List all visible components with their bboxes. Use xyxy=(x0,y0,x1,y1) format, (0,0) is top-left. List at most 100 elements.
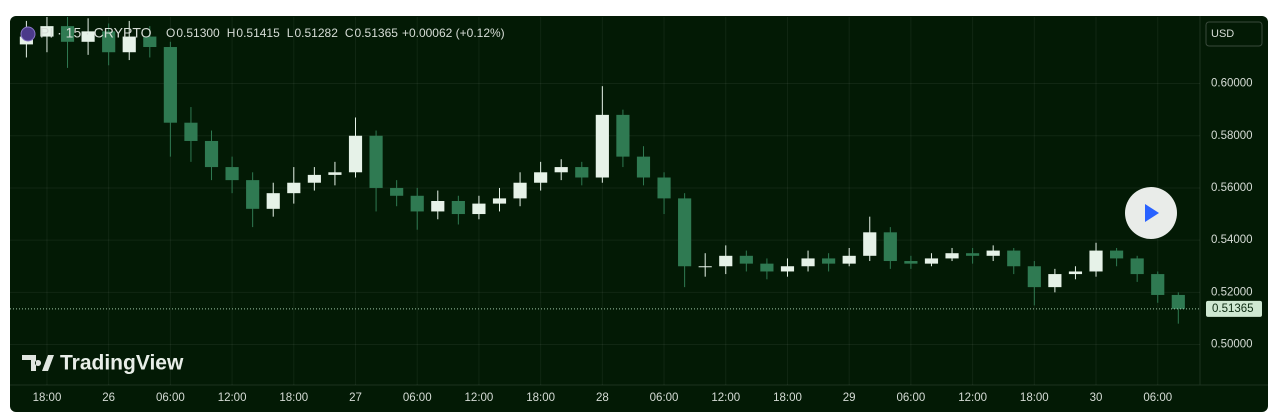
labels: 0.50000 0.52000 0.54000 0.56000 0.58000 0.600… xyxy=(10,78,1262,404)
candle-body xyxy=(163,47,177,123)
candle-body xyxy=(780,266,795,272)
symbol-icon xyxy=(20,26,36,42)
candle-body xyxy=(1048,274,1062,288)
x-tick-label: 06:00 xyxy=(1143,392,1172,404)
candle-body xyxy=(431,201,445,212)
candle-body xyxy=(1110,250,1124,259)
last-price-badge xyxy=(1206,300,1262,317)
candle-body xyxy=(328,172,342,175)
candle-body xyxy=(1089,250,1103,272)
y-tick-label: 0.56000 xyxy=(1211,182,1253,194)
candle-body xyxy=(472,203,486,215)
x-tick-label: 18:00 xyxy=(279,392,308,404)
x-tick-label: 12:00 xyxy=(465,392,494,404)
candle-body xyxy=(595,114,609,178)
x-tick-label: 18:00 xyxy=(1020,392,1049,404)
x-tick-label: 29 xyxy=(843,392,856,404)
candle-body xyxy=(81,31,95,42)
play-icon xyxy=(1145,204,1159,222)
candle-body xyxy=(40,26,54,37)
x-tick-label: 12:00 xyxy=(218,392,247,404)
candle-body xyxy=(1068,271,1083,275)
last-price-label: 0.51365 xyxy=(1212,303,1254,315)
candle-body xyxy=(966,253,980,256)
candle-body xyxy=(184,122,198,141)
ohlc-label: C xyxy=(345,26,354,40)
candle-body xyxy=(1171,294,1185,309)
candle-body xyxy=(554,167,568,173)
x-tick-label: 28 xyxy=(596,392,609,404)
change: +0.00062 (+0.12%) xyxy=(402,26,505,40)
candle-body xyxy=(266,193,280,209)
y-tick-label: 0.54000 xyxy=(1211,234,1253,246)
y-tick-label: 0.52000 xyxy=(1211,286,1253,298)
candle-body xyxy=(1007,250,1021,267)
y-tick-label: 0.58000 xyxy=(1211,130,1253,142)
x-tick-label: 27 xyxy=(349,392,362,404)
ohlc-label: L xyxy=(287,26,294,40)
candle-body xyxy=(904,261,918,264)
watermark: TradingView xyxy=(22,352,184,375)
ohlc-value: 0.51282 xyxy=(294,26,338,40)
candle-body xyxy=(863,232,877,256)
candle-body xyxy=(842,255,856,264)
ohlc-value: 0.51365 xyxy=(355,26,399,40)
symbol: PI · 15 · CRYPTO xyxy=(40,25,152,41)
candle-body xyxy=(986,250,1000,256)
candles xyxy=(19,17,1185,324)
ohlc-legend: O 0.51300 H 0.51415 L 0.51282 C 0.51365 +0.00062… xyxy=(166,26,505,40)
chart-background xyxy=(10,16,1268,412)
ohlc-label: H xyxy=(227,26,236,40)
candle-body xyxy=(739,255,753,264)
x-tick-label: 06:00 xyxy=(156,392,185,404)
currency: USD xyxy=(1211,28,1234,40)
currency-box[interactable] xyxy=(1205,21,1263,47)
candle-body xyxy=(204,140,219,168)
candle-body xyxy=(451,201,465,215)
candle-body xyxy=(760,263,774,272)
candle-body xyxy=(143,36,157,48)
x-tick-label: 06:00 xyxy=(403,392,432,404)
x-tick-label: 12:00 xyxy=(711,392,740,404)
watermark-logo xyxy=(22,355,54,371)
candle-body xyxy=(719,255,733,267)
candle-body xyxy=(822,258,836,264)
candle-body xyxy=(287,182,301,194)
ohlc-value: 0.51300 xyxy=(176,26,220,40)
candle-body xyxy=(225,167,239,181)
candle-body xyxy=(492,198,507,204)
candle-body xyxy=(102,31,116,53)
x-tick-label: 06:00 xyxy=(650,392,679,404)
candle-body xyxy=(534,172,548,183)
candle-body xyxy=(883,232,897,262)
candle-body xyxy=(390,187,404,196)
candle-body xyxy=(1151,274,1165,295)
candle-body xyxy=(678,198,692,267)
play-button[interactable] xyxy=(1125,187,1177,239)
candle-body xyxy=(307,174,321,183)
candle-body xyxy=(801,258,815,267)
candle-body xyxy=(945,253,959,259)
candle-body xyxy=(513,182,527,199)
candle-body xyxy=(369,135,383,188)
candle-body xyxy=(636,156,651,178)
watermark-text: TradingView xyxy=(60,352,184,375)
x-tick-label: 30 xyxy=(1090,392,1103,404)
ohlc-label: O xyxy=(166,26,175,40)
x-tick-label: 18:00 xyxy=(773,392,802,404)
ohlc-value: 0.51415 xyxy=(236,26,280,40)
x-tick-label: 26 xyxy=(102,392,115,404)
candle-body xyxy=(575,167,589,178)
y-tick-label: 0.60000 xyxy=(1211,78,1253,90)
candle-body xyxy=(698,266,712,268)
candle-body xyxy=(348,135,363,173)
candle-body xyxy=(410,195,424,212)
candle-body xyxy=(924,258,939,264)
y-tick-label: 0.50000 xyxy=(1211,339,1253,351)
x-tick-label: 18:00 xyxy=(526,392,555,404)
candle-body xyxy=(616,114,630,157)
x-tick-label: 18:00 xyxy=(33,392,62,404)
candle-body xyxy=(1027,266,1041,288)
x-tick-label: 06:00 xyxy=(897,392,926,404)
